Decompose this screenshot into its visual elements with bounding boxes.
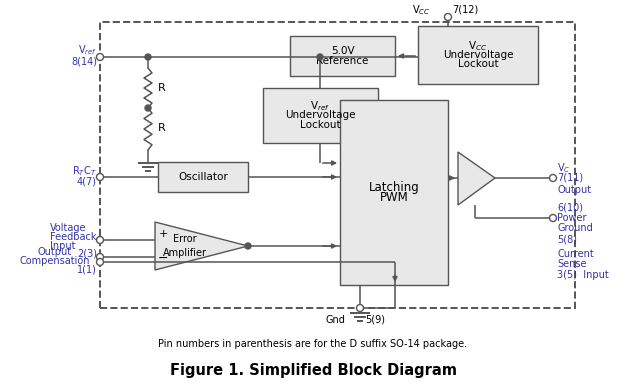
Text: Output: Output xyxy=(557,185,591,195)
Text: V$_{ref}$: V$_{ref}$ xyxy=(78,43,97,57)
Bar xyxy=(263,88,378,143)
Text: Undervoltage: Undervoltage xyxy=(285,111,356,120)
Circle shape xyxy=(96,53,103,60)
Circle shape xyxy=(96,253,103,260)
Text: V$_{ref}$: V$_{ref}$ xyxy=(310,99,331,113)
Text: Figure 1. Simplified Block Diagram: Figure 1. Simplified Block Diagram xyxy=(170,363,456,377)
Text: Output: Output xyxy=(38,247,72,257)
Text: 5.0V: 5.0V xyxy=(331,46,354,57)
Text: 3(5)  Input: 3(5) Input xyxy=(557,270,608,280)
Text: V$_{CC}$: V$_{CC}$ xyxy=(412,3,430,17)
Circle shape xyxy=(145,105,151,111)
Text: Lockout: Lockout xyxy=(458,59,498,69)
Text: 6(10): 6(10) xyxy=(557,203,583,213)
Bar xyxy=(100,22,575,308)
Text: Latching: Latching xyxy=(369,181,419,194)
Text: Power: Power xyxy=(557,213,587,223)
Text: 8(14): 8(14) xyxy=(71,56,97,66)
Text: 2(3): 2(3) xyxy=(77,248,97,258)
Bar xyxy=(418,26,538,84)
Text: Reference: Reference xyxy=(316,55,369,65)
Text: 7(11): 7(11) xyxy=(557,173,583,183)
Text: 4(7): 4(7) xyxy=(77,177,97,187)
Text: 7(12): 7(12) xyxy=(452,5,478,15)
Circle shape xyxy=(550,175,557,182)
Text: Lockout: Lockout xyxy=(300,120,341,130)
Text: −: − xyxy=(158,252,168,264)
Polygon shape xyxy=(155,222,248,270)
Text: Compensation: Compensation xyxy=(20,256,91,266)
Text: 1(1): 1(1) xyxy=(77,265,97,275)
Text: V$_C$: V$_C$ xyxy=(557,161,570,175)
Bar xyxy=(340,100,448,285)
Circle shape xyxy=(356,305,364,312)
Text: R: R xyxy=(158,83,166,93)
Text: Error
Amplifier: Error Amplifier xyxy=(163,235,207,258)
Circle shape xyxy=(317,54,323,60)
Text: 5(9): 5(9) xyxy=(365,315,385,325)
Text: Undervoltage: Undervoltage xyxy=(443,50,513,60)
Text: Oscillator: Oscillator xyxy=(178,172,228,182)
Circle shape xyxy=(444,14,451,21)
Circle shape xyxy=(245,243,251,249)
Circle shape xyxy=(96,173,103,180)
Text: +: + xyxy=(158,229,168,239)
Text: Feedback: Feedback xyxy=(50,232,96,242)
Text: Gnd: Gnd xyxy=(325,315,345,325)
Text: Current: Current xyxy=(557,249,593,259)
Text: R$_T$C$_T$: R$_T$C$_T$ xyxy=(72,164,97,178)
Text: R: R xyxy=(158,123,166,133)
Bar xyxy=(158,162,248,192)
Circle shape xyxy=(96,259,103,265)
Bar xyxy=(290,36,395,76)
Text: 5(8): 5(8) xyxy=(557,235,577,245)
Circle shape xyxy=(550,214,557,221)
Text: Voltage: Voltage xyxy=(50,223,86,233)
Circle shape xyxy=(96,236,103,243)
Text: V$_{CC}$: V$_{CC}$ xyxy=(468,39,488,53)
Polygon shape xyxy=(458,152,495,205)
Circle shape xyxy=(145,54,151,60)
Text: Ground: Ground xyxy=(557,223,593,233)
Text: Input: Input xyxy=(50,241,76,251)
Text: Sense: Sense xyxy=(557,259,587,269)
Text: PWM: PWM xyxy=(379,191,408,204)
Text: Pin numbers in parenthesis are for the D suffix SO-14 package.: Pin numbers in parenthesis are for the D… xyxy=(158,339,468,349)
